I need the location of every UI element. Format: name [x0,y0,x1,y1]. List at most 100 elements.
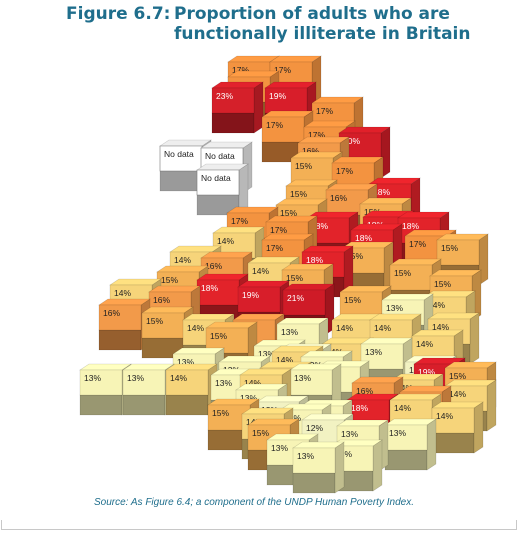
cube-top-face [98,298,151,306]
cube-value-label: 18% [306,255,323,265]
cube-front-face [122,369,166,396]
cube-value-label: 17% [316,106,333,116]
cube-value-label: 14% [428,300,445,310]
cube-top-face [141,306,194,314]
cube-side-face [292,472,336,494]
cube-value-label: 15% [212,408,229,418]
cube-top-face [444,361,497,369]
cube-value-label: No data [201,173,231,183]
cube-front-face [98,304,142,331]
cube-value-label: No data [205,151,235,161]
cube-top-face [266,433,319,441]
cube-right-face [473,401,484,454]
cube-top-face [247,418,300,426]
cube-top-face [241,407,294,415]
cube-top-face [109,278,162,286]
cube-value-label: 13% [281,327,298,337]
cube-right-face [253,81,264,134]
cube-side-face [98,329,142,351]
cube-value-label: 17% [266,243,283,253]
cube-top-face [303,120,356,128]
cube-value-label: 15% [286,273,303,283]
cube-top-face [289,363,342,371]
cube-value-label: 14% [396,383,413,393]
cube-value-label: 17% [274,65,291,75]
cube-value-label: 16% [302,146,319,156]
cube-top-face [384,418,437,426]
cube-right-face [469,312,480,365]
cube-value-label: 13% [294,373,311,383]
cube-value-label: 16% [330,193,347,203]
cube-value-label: 14% [114,288,131,298]
cube-top-face [301,413,354,421]
cube-value-label: 14% [174,255,191,265]
cube-right-face [372,439,383,492]
cube-top-face [200,251,253,259]
cube-top-face [212,226,265,234]
cube-value-label: 15% [146,316,163,326]
cube-top-face [148,285,201,293]
cube-value-label: 15% [346,251,363,261]
cube-top-face [311,96,364,104]
cube-top-face [368,177,421,185]
figure-title-line-1: Proportion of adults who are [174,4,450,24]
cube-top-face [205,321,258,329]
cube-value-label: No data [164,149,194,159]
cube-value-label: 17% [266,120,283,130]
cube-value-label: 17% [409,239,426,249]
cube-value-label: 16% [205,261,222,271]
cube-value-label: 13% [365,347,382,357]
cube-top-face [211,81,264,89]
cube-value-label: 15% [434,279,451,289]
cube-top-face [182,313,235,321]
cube-value-label: 15% [252,428,269,438]
cube-front-face [282,289,326,316]
cube-front-face [360,343,404,370]
cube-top-face [232,313,285,321]
cube-top-face [200,141,253,149]
region-cube: No data [196,163,249,216]
cube-top-face [436,233,489,241]
cube-front-face [165,369,209,396]
cube-value-label: 14% [374,323,391,333]
cube-top-face [122,363,175,371]
cube-value-label: 15% [441,243,458,253]
cube-top-face [239,368,292,376]
cube-value-label: 19% [242,290,259,300]
cube-top-face [350,223,403,231]
cube-top-face [429,269,482,277]
cube-value-label: 14% [416,339,433,349]
cube-top-face [431,401,484,409]
cube-value-label: 19% [418,367,435,377]
cube-value-label: 17% [270,225,287,235]
cube-front-face [211,87,255,114]
cube-side-face [159,170,203,192]
cube-top-face [444,379,497,387]
source-note: Source: As Figure 6.4; a component of th… [94,497,414,508]
cube-top-face [281,263,334,271]
cube-side-face [431,432,475,454]
cube-top-face [411,329,464,337]
cube-top-face [275,198,328,206]
cube-top-face [297,136,350,144]
cube-value-label: 13% [177,357,194,367]
cube-value-label: 19% [269,91,286,101]
cube-value-label: 14% [436,411,453,421]
cube-top-face [369,313,422,321]
region-cube: 13% [292,441,345,494]
cube-value-label: 18% [373,187,390,197]
cube-top-face [351,376,404,384]
cube-front-face [205,327,249,354]
cube-top-face [237,280,290,288]
cube-front-face [237,286,281,313]
cube-value-label: 18% [402,221,419,231]
cube-top-face [427,312,480,320]
cube-top-face [399,385,452,393]
cube-right-face [486,379,497,432]
cube-top-face [336,419,389,427]
cube-top-face [397,211,450,219]
cube-top-face [227,70,280,78]
cube-front-face [292,447,336,474]
cube-value-label: 17% [308,130,325,140]
